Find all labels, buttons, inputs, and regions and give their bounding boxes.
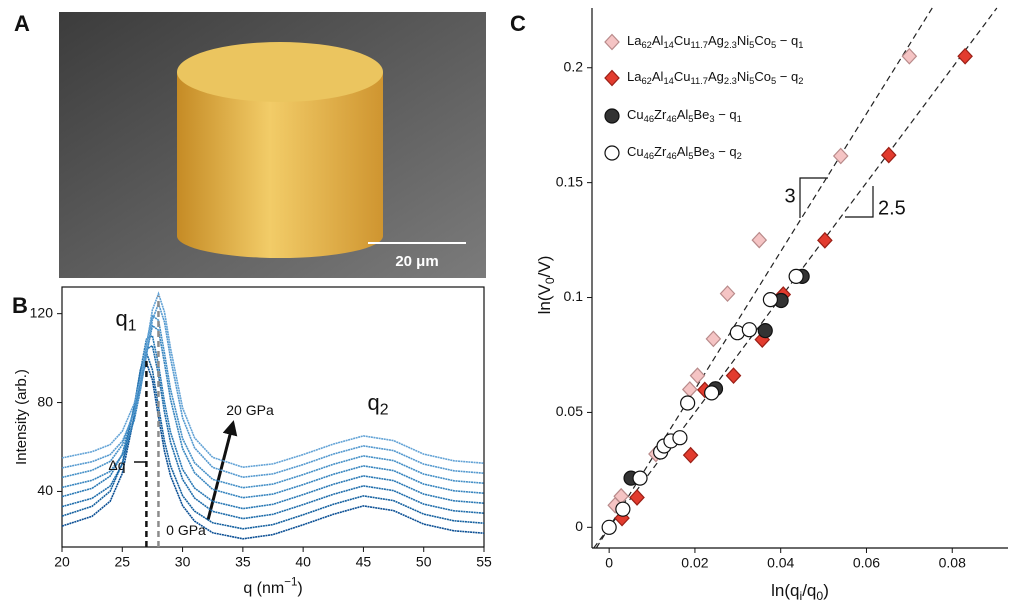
data-point <box>691 368 705 383</box>
y-tick-label: 80 <box>37 393 53 409</box>
data-point <box>602 520 616 534</box>
data-point <box>834 148 848 163</box>
x-axis-label: q (nm−1​) <box>243 577 302 598</box>
annotation: Δq <box>108 457 125 473</box>
x-tick-label: 20 <box>54 554 70 570</box>
data-point <box>763 293 777 307</box>
fit-line <box>596 8 932 548</box>
x-tick-label: 0.06 <box>853 555 880 571</box>
data-point <box>681 396 695 410</box>
data-point <box>958 49 972 64</box>
x-tick-label: 35 <box>235 554 251 570</box>
legend-marker <box>605 71 619 86</box>
data-point <box>742 323 756 337</box>
panel-a-image: 20 μm <box>59 12 486 278</box>
annotation: 0 GPa <box>166 522 206 538</box>
data-point <box>758 324 772 338</box>
slope-label: 2.5 <box>878 197 906 219</box>
x-tick-label: 30 <box>175 554 191 570</box>
page: 20 μm A B C 20253035404550554080120q1​q2… <box>0 0 1018 607</box>
data-point <box>684 448 698 463</box>
data-point <box>705 386 719 400</box>
y-tick-label: 0.1 <box>564 288 584 304</box>
data-point <box>673 431 687 445</box>
y-tick-label: 0.15 <box>556 173 583 189</box>
slope-label: 3 <box>784 185 795 207</box>
data-point <box>683 382 697 397</box>
x-tick-label: 0.04 <box>767 555 794 571</box>
data-point <box>752 233 766 248</box>
x-axis-label: ln(qi​/q0​) <box>771 581 829 603</box>
legend-marker <box>605 109 619 123</box>
y-tick-label: 0 <box>575 518 583 534</box>
data-point <box>721 286 735 301</box>
panel-label: C <box>510 11 526 36</box>
x-tick-label: 0.08 <box>939 555 966 571</box>
x-tick-label: 55 <box>476 554 492 570</box>
x-tick-label: 0.02 <box>681 555 708 571</box>
data-point <box>633 471 647 485</box>
panel-label: B <box>12 293 28 318</box>
data-point <box>789 269 803 283</box>
legend-marker <box>605 146 619 160</box>
legend-label: Cu46​Zr46​Al5​Be3​ − q2​ <box>627 144 742 161</box>
data-point <box>727 368 741 383</box>
annotation: q1​ <box>115 306 136 335</box>
x-tick-label: 0 <box>605 555 613 571</box>
data-point <box>706 331 720 346</box>
y-axis-label: ln(V0​/V) <box>535 256 557 315</box>
figure: 20 μm A B C 20253035404550554080120q1​q2… <box>0 0 1018 607</box>
data-point <box>616 502 630 516</box>
y-tick-label: 40 <box>37 482 53 498</box>
y-tick-label: 120 <box>30 304 54 320</box>
data-point <box>902 49 916 64</box>
y-tick-label: 0.2 <box>564 58 584 74</box>
y-axis-label: Intensity (arb.) <box>13 369 30 465</box>
cylinder-top <box>177 42 383 102</box>
x-tick-label: 50 <box>416 554 432 570</box>
scale-bar-label: 20 μm <box>395 253 438 270</box>
data-point <box>630 490 644 505</box>
cylinder-base <box>177 214 383 258</box>
panel-label: A <box>14 11 30 36</box>
legend-label: La62​Al14​Cu11.7​Ag2.3​Ni5​Co5​ − q2​ <box>627 69 803 86</box>
data-point <box>818 233 832 248</box>
slope-triangle <box>845 186 873 217</box>
legend-marker <box>605 35 619 50</box>
annotation: 20 GPa <box>226 402 274 418</box>
x-tick-label: 45 <box>356 554 372 570</box>
x-tick-label: 40 <box>295 554 311 570</box>
legend-label: La62​Al14​Cu11.7​Ag2.3​Ni5​Co5​ − q1​ <box>627 33 803 50</box>
annotation: q2​ <box>367 390 388 419</box>
legend-label: Cu46​Zr46​Al5​Be3​ − q1​ <box>627 107 742 124</box>
x-tick-label: 25 <box>114 554 130 570</box>
y-tick-label: 0.05 <box>556 403 583 419</box>
